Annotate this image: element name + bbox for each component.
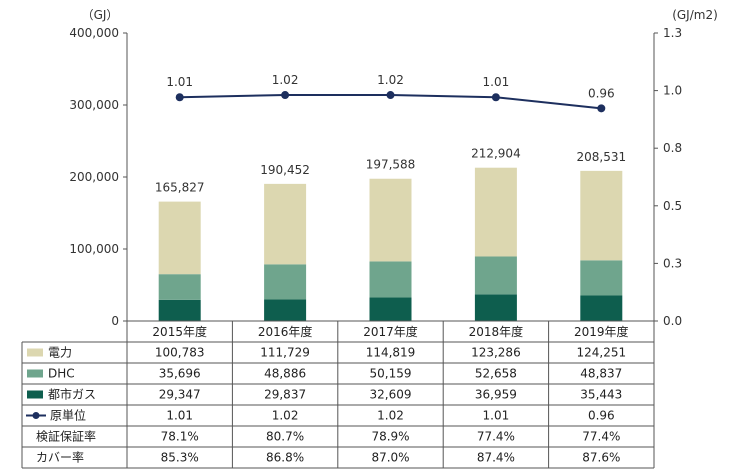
legend-marker <box>32 412 40 419</box>
bar-segment-DHC <box>158 274 201 300</box>
table-row-label: カバー率 <box>36 450 84 465</box>
table-cell: 35,443 <box>580 388 622 402</box>
bar-total-label: 165,827 <box>155 181 205 195</box>
table-cell: 124,251 <box>576 346 626 360</box>
category-label: 2016年度 <box>258 324 313 339</box>
bar-segment-DHC <box>474 256 517 295</box>
bar-segment-電力 <box>264 183 307 265</box>
left-axis-unit: （GJ） <box>82 8 119 22</box>
table-cell: 87.4% <box>477 451 515 465</box>
right-tick-label: 1.0 <box>663 84 682 98</box>
intensity-point <box>281 91 290 100</box>
table-cell: 86.8% <box>266 451 304 465</box>
bar-total-label: 197,588 <box>366 158 416 172</box>
bar-segment-DHC <box>369 261 412 298</box>
left-tick-label: 0 <box>111 314 119 328</box>
category-label: 2015年度 <box>152 324 207 339</box>
table-cell: 111,729 <box>260 346 310 360</box>
table-cell: 0.96 <box>588 409 615 423</box>
table-cell: 48,837 <box>580 367 622 381</box>
table-cell: 29,347 <box>159 388 201 402</box>
bar-segment-電力 <box>158 201 201 275</box>
table-cell: 78.9% <box>371 430 409 444</box>
table-row-label: 検証保証率 <box>36 429 96 444</box>
bar-segment-DHC <box>264 264 307 300</box>
bar-segment-都市ガス <box>580 295 623 321</box>
category-label: 2017年度 <box>363 324 418 339</box>
table-cell: 48,886 <box>264 367 306 381</box>
table-cell: 52,658 <box>475 367 517 381</box>
bar-segment-DHC <box>580 260 623 296</box>
bar-segment-都市ガス <box>264 299 307 321</box>
intensity-point <box>386 91 395 100</box>
right-tick-label: 0.0 <box>663 314 682 328</box>
intensity-label: 1.01 <box>166 75 193 89</box>
intensity-point <box>491 93 500 102</box>
bar-segment-電力 <box>474 167 517 257</box>
table-cell: 85.3% <box>161 451 199 465</box>
table-cell: 87.0% <box>371 451 409 465</box>
bar-total-label: 208,531 <box>576 150 626 164</box>
table-cell: 1.02 <box>272 409 299 423</box>
left-tick-label: 200,000 <box>69 170 119 184</box>
table-cell: 80.7% <box>266 430 304 444</box>
table-row-label: 原単位 <box>50 408 86 423</box>
intensity-label: 1.02 <box>272 73 299 87</box>
legend-swatch <box>27 369 43 378</box>
category-label: 2018年度 <box>469 324 524 339</box>
bar-segment-電力 <box>369 178 412 262</box>
right-tick-label: 0.5 <box>663 199 682 213</box>
bar-segment-電力 <box>580 170 623 261</box>
legend-swatch <box>27 348 43 357</box>
table-cell: 1.01 <box>483 409 510 423</box>
intensity-label: 1.01 <box>483 75 510 89</box>
left-tick-label: 100,000 <box>69 242 119 256</box>
table-cell: 87.6% <box>582 451 620 465</box>
intensity-label: 0.96 <box>588 86 615 100</box>
legend-swatch <box>27 390 43 399</box>
table-cell: 32,609 <box>370 388 412 402</box>
table-cell: 77.4% <box>582 430 620 444</box>
table-row-label: 都市ガス <box>48 387 96 402</box>
right-tick-label: 1.3 <box>663 26 682 40</box>
bar-segment-都市ガス <box>158 299 201 321</box>
table-cell: 78.1% <box>161 430 199 444</box>
intensity-point <box>597 104 606 113</box>
intensity-label: 1.02 <box>377 73 404 87</box>
table-row-label: DHC <box>48 367 75 381</box>
left-tick-label: 300,000 <box>69 98 119 112</box>
left-tick-label: 400,000 <box>69 26 119 40</box>
bar-total-label: 212,904 <box>471 147 521 161</box>
table-cell: 36,959 <box>475 388 517 402</box>
table-cell: 1.01 <box>166 409 193 423</box>
table-cell: 77.4% <box>477 430 515 444</box>
table-cell: 35,696 <box>159 367 201 381</box>
table-cell: 29,837 <box>264 388 306 402</box>
right-axis-unit: (GJ/m2) <box>672 8 718 22</box>
table-cell: 1.02 <box>377 409 404 423</box>
category-label: 2019年度 <box>574 324 629 339</box>
right-tick-label: 0.3 <box>663 256 682 270</box>
bar-total-label: 190,452 <box>260 163 310 177</box>
table-cell: 123,286 <box>471 346 521 360</box>
table-cell: 50,159 <box>370 367 412 381</box>
table-row-label: 電力 <box>48 346 72 360</box>
table-cell: 114,819 <box>366 346 416 360</box>
intensity-point <box>175 93 184 102</box>
table-cell: 100,783 <box>155 346 205 360</box>
right-tick-label: 0.8 <box>663 141 682 155</box>
bar-segment-都市ガス <box>369 297 412 321</box>
bar-segment-都市ガス <box>474 294 517 321</box>
